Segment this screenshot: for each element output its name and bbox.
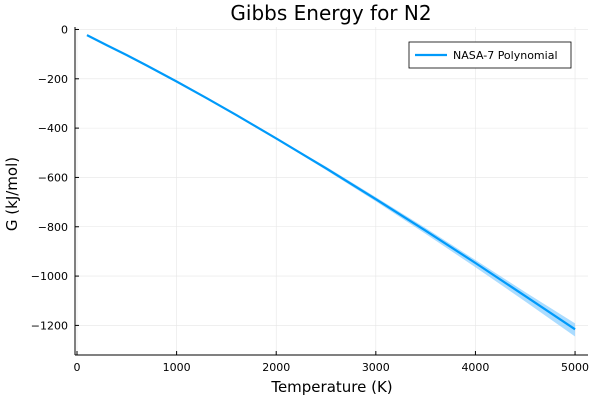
x-tick-label: 2000 xyxy=(262,361,290,374)
x-tick-label: 3000 xyxy=(362,361,390,374)
legend: NASA-7 Polynomial xyxy=(408,41,572,69)
x-tick-labels: 0 1000 2000 3000 4000 5000 xyxy=(73,361,589,374)
series-line-nasa7 xyxy=(86,34,576,331)
y-tick-label: −200 xyxy=(38,73,68,86)
uncertainty-band xyxy=(86,35,576,337)
grid xyxy=(75,27,588,355)
x-tick-label: 0 xyxy=(73,361,80,374)
x-tick-label: 5000 xyxy=(561,361,589,374)
x-axis-title: Temperature (K) xyxy=(270,378,392,396)
legend-label: NASA-7 Polynomial xyxy=(453,49,558,62)
y-tick-labels: 0 −200 −400 −600 −800 −1000 −1200 xyxy=(31,23,68,332)
uncertainty-band-layer xyxy=(86,35,576,337)
y-tick-label: −1000 xyxy=(31,270,68,283)
y-axis-title: G (kJ/mol) xyxy=(3,157,21,231)
chart-title: Gibbs Energy for N2 xyxy=(230,1,431,25)
plot-frame xyxy=(74,27,588,356)
x-tick-label: 4000 xyxy=(461,361,489,374)
y-tick-label: −800 xyxy=(38,221,68,234)
y-tick-label: 0 xyxy=(61,23,68,36)
x-tick-label: 1000 xyxy=(163,361,191,374)
y-tick-label: −1200 xyxy=(31,319,68,332)
y-tick-label: −600 xyxy=(38,171,68,184)
y-tick-label: −400 xyxy=(38,122,68,135)
series-layer xyxy=(86,34,576,331)
